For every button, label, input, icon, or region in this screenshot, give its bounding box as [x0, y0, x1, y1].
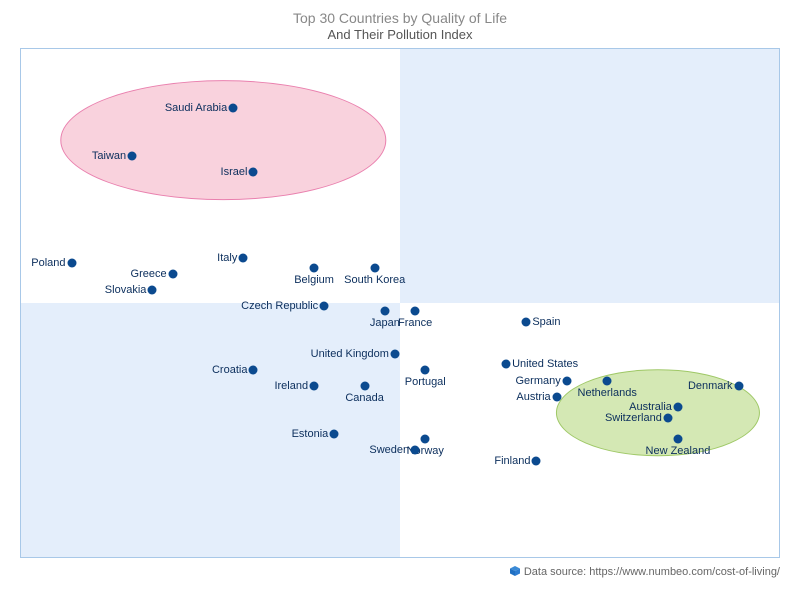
data-point[interactable] — [310, 264, 319, 273]
point-label: United States — [512, 358, 578, 370]
data-point[interactable] — [603, 376, 612, 385]
data-point[interactable] — [168, 269, 177, 278]
data-point[interactable] — [310, 381, 319, 390]
data-point[interactable] — [148, 285, 157, 294]
chart-title: Top 30 Countries by Quality of Life — [0, 0, 800, 27]
data-point[interactable] — [421, 435, 430, 444]
point-label: Austria — [516, 391, 556, 403]
point-label: Sweden — [369, 444, 415, 456]
data-point[interactable] — [411, 307, 420, 316]
data-point[interactable] — [67, 258, 76, 267]
data-point[interactable] — [249, 167, 258, 176]
cube-icon — [509, 565, 521, 580]
point-label: Switzerland — [605, 412, 668, 424]
point-label: Taiwan — [92, 150, 132, 162]
point-label: Spain — [532, 316, 560, 328]
point-label: France — [398, 317, 432, 329]
point-label: Croatia — [212, 364, 253, 376]
data-point[interactable] — [390, 349, 399, 358]
point-label: Germany — [516, 375, 567, 387]
point-label: Poland — [31, 257, 71, 269]
data-point[interactable] — [380, 307, 389, 316]
point-label: Netherlands — [578, 387, 637, 399]
data-point[interactable] — [734, 381, 743, 390]
point-label: Slovakia — [105, 284, 153, 296]
data-point[interactable] — [229, 103, 238, 112]
point-label: Greece — [131, 268, 173, 280]
quadrant-bottom-left — [21, 303, 400, 557]
point-label: Saudi Arabia — [165, 102, 233, 114]
chart-footnote: Data source: https://www.numbeo.com/cost… — [509, 565, 780, 580]
footnote-text: Data source: https://www.numbeo.com/cost… — [524, 566, 780, 578]
point-label: United Kingdom — [311, 348, 395, 360]
point-label: New Zealand — [646, 445, 711, 457]
point-label: South Korea — [344, 274, 405, 286]
data-point[interactable] — [128, 151, 137, 160]
quadrant-top-right — [400, 49, 779, 303]
highlight-ellipse-0 — [60, 80, 385, 200]
point-label: Canada — [345, 392, 384, 404]
point-label: Ireland — [274, 380, 314, 392]
point-label: Estonia — [292, 428, 335, 440]
data-point[interactable] — [249, 365, 258, 374]
point-label: Denmark — [688, 380, 739, 392]
data-point[interactable] — [320, 301, 329, 310]
data-point[interactable] — [360, 381, 369, 390]
point-label: Japan — [370, 317, 400, 329]
data-point[interactable] — [663, 413, 672, 422]
data-point[interactable] — [411, 446, 420, 455]
data-point[interactable] — [421, 365, 430, 374]
point-label: Belgium — [294, 274, 334, 286]
data-point[interactable] — [502, 360, 511, 369]
point-label: Czech Republic — [241, 300, 324, 312]
data-point[interactable] — [522, 317, 531, 326]
data-point[interactable] — [673, 403, 682, 412]
chart-subtitle: And Their Pollution Index — [0, 27, 800, 49]
data-point[interactable] — [552, 392, 561, 401]
data-point[interactable] — [330, 430, 339, 439]
data-point[interactable] — [239, 253, 248, 262]
data-point[interactable] — [673, 435, 682, 444]
data-point[interactable] — [562, 376, 571, 385]
data-point[interactable] — [370, 264, 379, 273]
data-point[interactable] — [532, 456, 541, 465]
plot-area: Saudi ArabiaTaiwanIsraelItalyPolandGreec… — [20, 48, 780, 558]
point-label: Finland — [494, 455, 536, 467]
chart-container: Top 30 Countries by Quality of Life And … — [0, 0, 800, 600]
point-label: Portugal — [405, 376, 446, 388]
